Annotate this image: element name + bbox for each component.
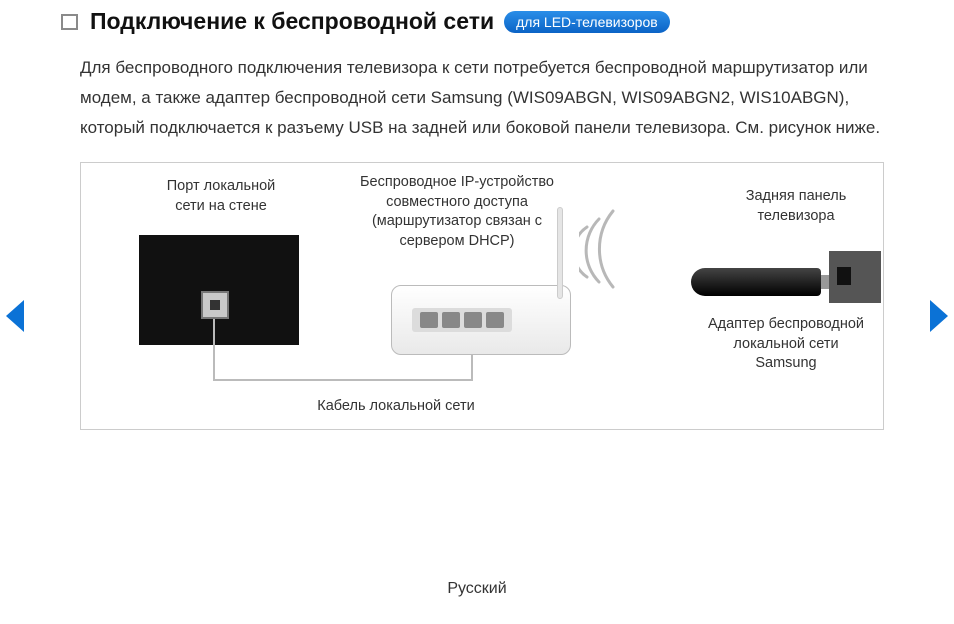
router-antenna-graphic: [557, 207, 563, 299]
tv-back-graphic: [829, 251, 881, 303]
lan-cable-label: Кабель локальной сети: [291, 397, 501, 417]
lan-cable-graphic: [471, 355, 473, 381]
led-badge: для LED-телевизоров: [504, 11, 670, 33]
wifi-adapter-graphic: [691, 268, 821, 296]
footer-language: Русский: [0, 580, 954, 598]
page-title: Подключение к беспроводной сети: [90, 8, 494, 35]
tv-back-label: Задняя панельтелевизора: [711, 187, 881, 226]
lan-cable-graphic: [213, 319, 215, 379]
prev-page-button[interactable]: [6, 300, 24, 332]
router-label: Беспроводное IP-устройствосовместного до…: [337, 173, 577, 251]
bullet-icon: [60, 12, 80, 32]
title-row: Подключение к беспроводной сети для LED-…: [60, 8, 894, 35]
next-page-button[interactable]: [930, 300, 948, 332]
wall-port-graphic: [201, 291, 229, 319]
wall-port-label: Порт локальнойсети на стене: [141, 177, 301, 216]
intro-paragraph: Для беспроводного подключения телевизора…: [80, 53, 884, 142]
wifi-signal-icon: [579, 207, 669, 297]
lan-cable-graphic: [213, 379, 471, 381]
wall-panel-graphic: [139, 235, 299, 345]
router-graphic: [391, 285, 571, 355]
adapter-label: Адаптер беспроводнойлокальной сетиSamsun…: [681, 315, 891, 374]
connection-diagram: Порт локальнойсети на стене Беспроводное…: [80, 162, 884, 430]
